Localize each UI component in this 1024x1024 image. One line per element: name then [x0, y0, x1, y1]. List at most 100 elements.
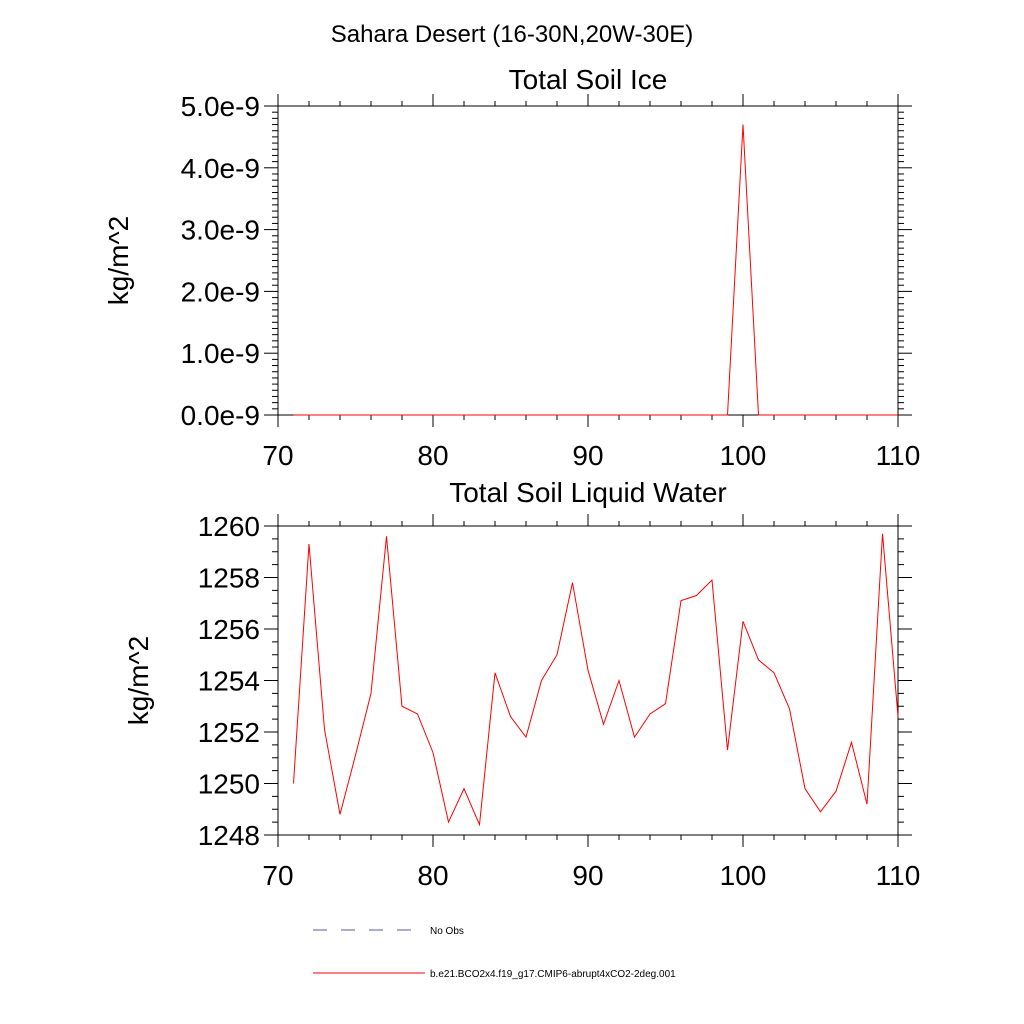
- data-point: [526, 415, 527, 416]
- data-point: [727, 750, 728, 751]
- data-point: [820, 415, 821, 416]
- x-tick-label: 100: [720, 440, 767, 471]
- data-point: [805, 788, 806, 789]
- data-point: [774, 415, 775, 416]
- y-axis-label: kg/m^2: [123, 636, 154, 725]
- data-point: [417, 415, 418, 416]
- data-point: [712, 415, 713, 416]
- y-tick-label: 1252: [198, 717, 260, 748]
- data-point: [448, 415, 449, 416]
- x-tick-label: 70: [262, 860, 293, 891]
- x-tick-label: 90: [572, 440, 603, 471]
- data-point: [758, 415, 759, 416]
- data-point: [355, 415, 356, 416]
- legend-label-obs: No Obs: [430, 926, 464, 937]
- data-point: [743, 124, 744, 125]
- data-point: [650, 713, 651, 714]
- data-point: [464, 788, 465, 789]
- data-point: [727, 415, 728, 416]
- panel-soil-ice: Total Soil Ice kg/m^2 70 80 90 100 110 0.0e-9 1.…: [103, 64, 920, 471]
- data-point: [572, 415, 573, 416]
- data-point: [851, 415, 852, 416]
- x-tick-label: 80: [417, 440, 448, 471]
- x-tick-label: 90: [572, 860, 603, 891]
- panel-title: Total Soil Liquid Water: [449, 477, 727, 508]
- data-point: [572, 582, 573, 583]
- data-point: [696, 415, 697, 416]
- data-point: [820, 811, 821, 812]
- data-point: [898, 716, 899, 717]
- data-point: [836, 415, 837, 416]
- data-point: [805, 415, 806, 416]
- x-tick-label: 70: [262, 440, 293, 471]
- data-point: [603, 415, 604, 416]
- data-point: [619, 415, 620, 416]
- data-point: [402, 706, 403, 707]
- data-point: [309, 544, 310, 545]
- data-point: [479, 824, 480, 825]
- data-point: [867, 804, 868, 805]
- data-point: [479, 415, 480, 416]
- data-point: [510, 716, 511, 717]
- data-point: [433, 415, 434, 416]
- data-point: [867, 415, 868, 416]
- data-point: [340, 415, 341, 416]
- x-tick-label: 80: [417, 860, 448, 891]
- data-point: [681, 415, 682, 416]
- y-tick-label: 1258: [198, 563, 260, 594]
- plot-frame: [277, 105, 899, 416]
- data-point: [774, 672, 775, 673]
- y-axis-label: kg/m^2: [103, 216, 134, 305]
- data-point: [665, 703, 666, 704]
- y-tick-label: 1250: [198, 769, 260, 800]
- data-point: [758, 659, 759, 660]
- data-point: [541, 680, 542, 681]
- data-point: [340, 814, 341, 815]
- data-point: [293, 783, 294, 784]
- data-point: [836, 791, 837, 792]
- figure-title: Sahara Desert (16-30N,20W-30E): [331, 21, 693, 48]
- data-point: [495, 672, 496, 673]
- data-point: [634, 415, 635, 416]
- y-tick-label: 2.0e-9: [181, 276, 260, 307]
- data-point: [541, 415, 542, 416]
- data-point: [712, 580, 713, 581]
- data-point: [464, 415, 465, 416]
- data-point: [634, 737, 635, 738]
- data-point: [386, 415, 387, 416]
- series-line: [293, 533, 899, 827]
- y-tick-label: 1248: [198, 820, 260, 851]
- panel-title: Total Soil Ice: [509, 64, 668, 95]
- data-point: [510, 415, 511, 416]
- series-line: [293, 124, 898, 416]
- data-point: [433, 752, 434, 753]
- data-point: [495, 415, 496, 416]
- data-point: [665, 415, 666, 416]
- panel-soil-water: Total Soil Liquid Water kg/m^2 70 80 90 100 11…: [123, 477, 920, 891]
- data-point: [588, 415, 589, 416]
- y-tick-label: 1260: [198, 511, 260, 542]
- data-point: [309, 415, 310, 416]
- y-tick-label: 5.0e-9: [181, 91, 260, 122]
- data-point: [650, 415, 651, 416]
- y-tick-label: 1.0e-9: [181, 338, 260, 369]
- data-point: [882, 533, 883, 534]
- data-point: [557, 654, 558, 655]
- data-point: [386, 536, 387, 537]
- data-point: [293, 415, 294, 416]
- data-point: [898, 415, 899, 416]
- data-point: [743, 621, 744, 622]
- data-point: [789, 708, 790, 709]
- data-point: [696, 595, 697, 596]
- data-point: [557, 415, 558, 416]
- data-point: [402, 415, 403, 416]
- y-tick-label: 4.0e-9: [181, 153, 260, 184]
- data-point: [603, 724, 604, 725]
- data-point: [324, 415, 325, 416]
- data-point: [882, 415, 883, 416]
- y-tick-label: 3.0e-9: [181, 215, 260, 246]
- y-tick-label: 0.0e-9: [181, 400, 260, 431]
- x-tick-label: 100: [720, 860, 767, 891]
- y-tick-label: 1256: [198, 614, 260, 645]
- data-point: [355, 755, 356, 756]
